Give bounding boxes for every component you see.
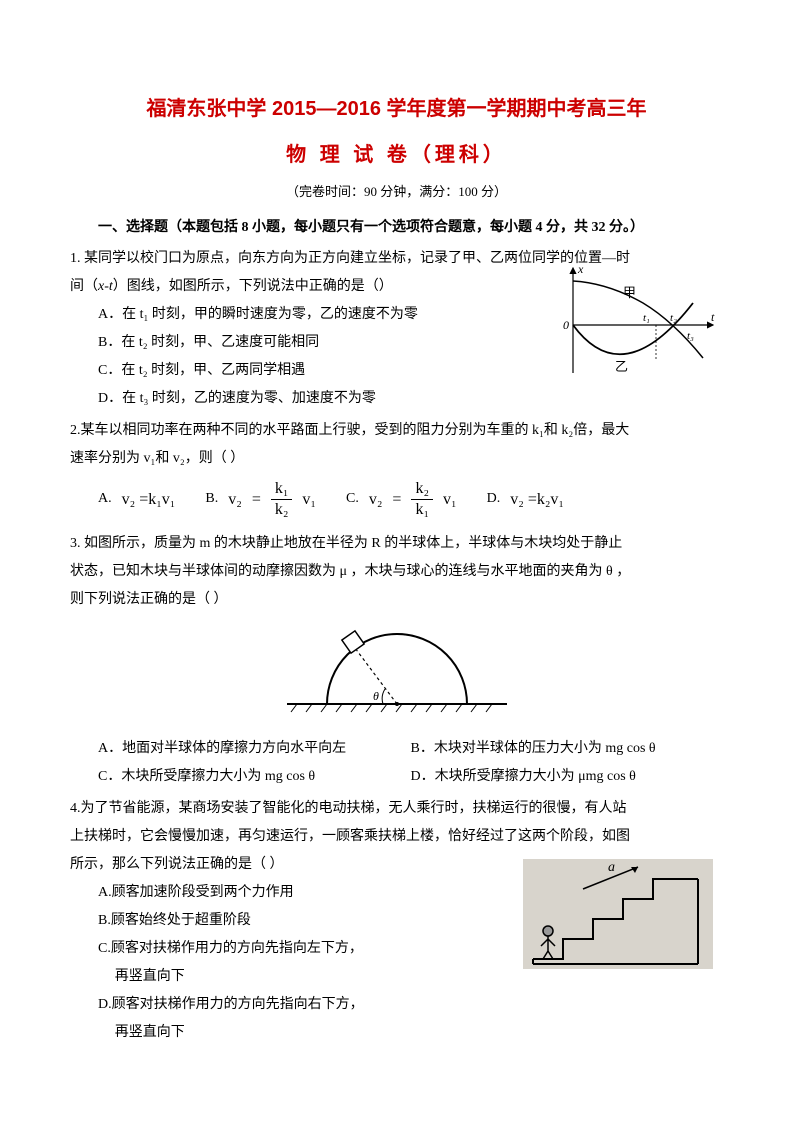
q2-c-frac: k₂ k₁ xyxy=(411,481,433,518)
curve-yi-label: 乙 xyxy=(615,359,628,374)
eq-eqsign-c: = xyxy=(392,485,401,515)
q2-stem-line2: 速率分别为 v₁和 v₂，则（ ） xyxy=(70,445,723,473)
q2-stem-line1: 2.某车以相同功率在两种不同的水平路面上行驶，受到的阻力分别为车重的 k₁和 k… xyxy=(70,417,723,445)
q4-option-d-line2: 再竖直向下 xyxy=(70,1019,723,1047)
q2-b-left: v₂ xyxy=(228,485,242,515)
q2-option-d: D. v₂ =k₂v₁ xyxy=(487,485,564,515)
block xyxy=(341,631,363,653)
q4-stem-line1: 4.为了节省能源，某商场安装了智能化的电动扶梯，无人乘行时，扶梯运行的很慢，有人… xyxy=(70,795,723,823)
q3-options: A．地面对半球体的摩擦力方向水平向左 B．木块对半球体的压力大小为 mg cos… xyxy=(70,735,723,791)
q4-stem-line2: 上扶梯时，它会慢慢加速，再匀速运行，一顾客乘扶梯上楼，恰好经过了这两个阶段，如图 xyxy=(70,823,723,851)
q2-option-b: B. v₂ = k₁ k₂ v₁ xyxy=(205,481,316,518)
q2-b-frac: k₁ k₂ xyxy=(271,481,293,518)
exam-info: （完卷时间：90 分钟，满分：100 分） xyxy=(70,180,723,205)
angle-arc xyxy=(382,689,385,704)
q2-b-label: B. xyxy=(205,486,218,513)
person-head xyxy=(543,926,553,936)
q2-b-num: k₁ xyxy=(271,481,293,500)
q2-a-label: A. xyxy=(98,486,112,513)
title-sub: 物 理 试 卷（理科） xyxy=(70,136,723,174)
ground-hatch xyxy=(291,704,492,712)
q1-stem2a: 间（ xyxy=(70,279,98,294)
q2-options-row: A. v₂ =k₁v₁ B. v₂ = k₁ k₂ v₁ C. v₂ = k₂ … xyxy=(70,481,723,518)
t1-label: t₁ xyxy=(643,312,650,324)
q1-option-d: D．在 t₃ 时刻，乙的速度为零、加速度不为零 xyxy=(70,385,723,413)
t2-label: t₂ xyxy=(670,312,677,324)
q3-stem-line3: 则下列说法正确的是（ ） xyxy=(70,586,723,614)
q2-d-eq: v₂ =k₂v₁ xyxy=(510,485,564,515)
q3-option-c: C．木块所受摩擦力大小为 mg cos θ xyxy=(98,763,411,791)
angle-label: θ xyxy=(373,689,379,703)
q1-xt-var: x-t xyxy=(98,279,113,294)
q2-c-right: v₁ xyxy=(443,485,457,515)
q3-option-a: A．地面对半球体的摩擦力方向水平向左 xyxy=(98,735,411,763)
q2-c-left: v₂ xyxy=(369,485,383,515)
origin-label: 0 xyxy=(563,318,569,332)
arrow-a-label: a xyxy=(608,860,615,875)
title-main: 福清东张中学 2015—2016 学年度第一学期期中考高三年 xyxy=(70,90,723,128)
q3-stem-line1: 3. 如图所示，质量为 m 的木块静止地放在半径为 R 的半球体上，半球体与木块… xyxy=(70,530,723,558)
eq-eqsign-b: = xyxy=(252,485,261,515)
q3-option-b: B．木块对半球体的压力大小为 mg cos θ xyxy=(411,735,724,763)
question-2: 2.某车以相同功率在两种不同的水平路面上行驶，受到的阻力分别为车重的 k₁和 k… xyxy=(70,417,723,518)
question-3: 3. 如图所示，质量为 m 的木块静止地放在半径为 R 的半球体上，半球体与木块… xyxy=(70,530,723,791)
y-axis-label: x xyxy=(577,263,584,276)
question-1: 1. 某同学以校门口为原点，向东方向为正方向建立坐标，记录了甲、乙两位同学的位置… xyxy=(70,245,723,413)
q2-c-num: k₂ xyxy=(411,481,433,500)
q1-stem2b: ）图线，如图所示，下列说法中正确的是（） xyxy=(113,279,393,294)
q2-d-label: D. xyxy=(487,486,501,513)
q2-a-eq: v₂ =k₁v₁ xyxy=(122,485,176,515)
q3-figure-hemisphere: θ xyxy=(70,624,723,725)
q2-option-a: A. v₂ =k₁v₁ xyxy=(98,485,175,515)
curve-jia-label: 甲 xyxy=(623,285,636,300)
q2-c-label: C. xyxy=(346,486,359,513)
t3-label: t₃ xyxy=(687,330,694,342)
q2-option-c: C. v₂ = k₂ k₁ v₁ xyxy=(346,481,457,518)
q2-b-right: v₁ xyxy=(302,485,316,515)
x-axis-label: t xyxy=(711,310,715,324)
curve-jia xyxy=(573,281,703,358)
q4-figure-escalator: a xyxy=(523,859,713,969)
section-1-header: 一、选择题（本题包括 8 小题，每小题只有一个选项符合题意，每小题 4 分，共 … xyxy=(70,215,723,242)
q2-c-den: k₁ xyxy=(411,500,433,518)
q3-stem-line2: 状态，已知木块与半球体间的动摩擦因数为 μ ，木块与球心的连线与水平地面的夹角为… xyxy=(70,558,723,586)
q3-option-d: D．木块所受摩擦力大小为 μmg cos θ xyxy=(411,763,724,791)
q1-figure-xt-graph: x t 0 甲 乙 t₁ t₂ t₃ xyxy=(553,263,723,383)
q4-option-d: D.顾客对扶梯作用力的方向先指向右下方， xyxy=(70,991,723,1019)
question-4: 4.为了节省能源，某商场安装了智能化的电动扶梯，无人乘行时，扶梯运行的很慢，有人… xyxy=(70,795,723,1047)
q2-b-den: k₂ xyxy=(271,500,293,518)
